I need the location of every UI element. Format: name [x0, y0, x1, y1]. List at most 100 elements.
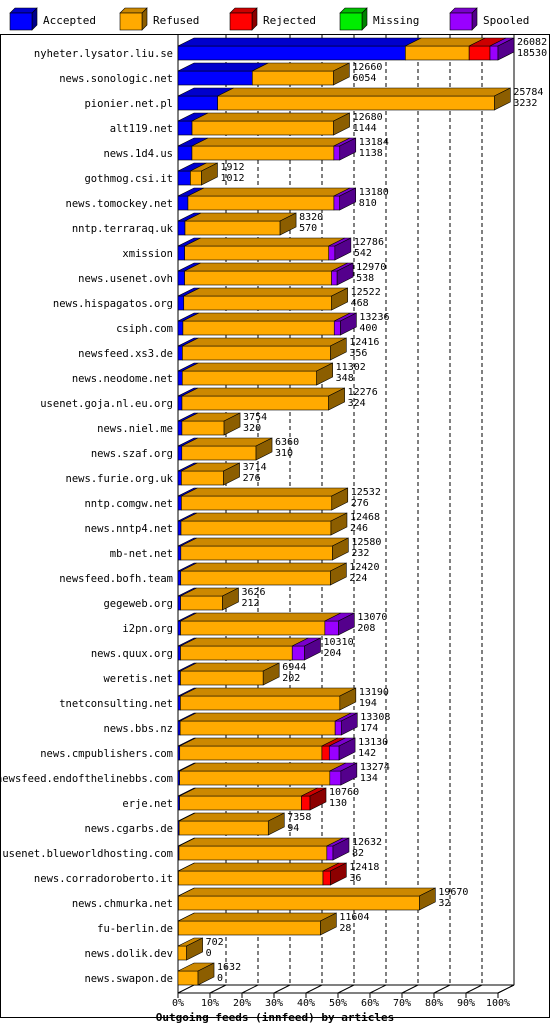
x-tick-label-8: 80%: [425, 998, 443, 1009]
bar-spooled-usenet-blueworldhosting-com: [326, 845, 334, 861]
bar-refused-i2pn-org: [180, 620, 326, 636]
bar-side-refused-news-dolik-dev: [186, 937, 203, 961]
host-label-nyheter-lysator-liu-se: nyheter.lysator.liu.se: [34, 48, 173, 60]
bar-accepted-i2pn-org: [177, 620, 181, 636]
bar-row-fu-berlin-de: [177, 912, 337, 936]
bar-row-usenet-blueworldhosting-com: [177, 837, 350, 861]
bar-row-news-sonologic-net: [177, 62, 350, 86]
bar-side-spooled-news-usenet-ovh: [336, 262, 354, 286]
total-label-xmission: 12786: [354, 237, 384, 248]
bar-refused-news-1d4-us: [191, 145, 335, 161]
bar-side-refused-alt119-net: [333, 112, 350, 136]
legend-label-accepted: Accepted: [43, 14, 96, 27]
bar-row-news-nntp4-net: [177, 512, 348, 536]
bar-row-news-cgarbs-de: [177, 812, 285, 836]
bar-side-refused-news-neodome-net: [316, 362, 333, 386]
bar-spooled-news-1d4-us: [333, 145, 341, 161]
floor-tick-9: [465, 984, 483, 994]
bar-accepted-csiph-com: [177, 320, 184, 336]
bar-top-refused-news-hispagatos-org: [183, 287, 348, 297]
total-label-gothmog-csi-it: 1912: [220, 162, 244, 173]
bar-side-spooled-csiph-com: [340, 312, 357, 336]
bar-top-refused-news-cmpublishers-com: [179, 737, 339, 747]
bar-refused-weretis-net: [180, 670, 264, 686]
floor-tick-6: [369, 984, 387, 994]
shown-label-nntp-comgw-net: 276: [351, 498, 369, 509]
bar-spooled-news-quux-org: [291, 645, 305, 661]
bar-row-news-furie-org-uk: [177, 462, 240, 486]
bar-top-refused-xmission: [184, 237, 345, 247]
total-label-newsfeed-bofh-team: 12420: [349, 562, 379, 573]
bar-refused-news-dolik-dev: [177, 945, 187, 961]
legend-swatch-spooled: [449, 12, 473, 31]
bar-spooled-nyheter-lysator-liu-se: [489, 45, 499, 61]
bar-side-refused-nntp-terraraq-uk: [279, 212, 297, 236]
bar-refused-news-swapon-de: [177, 970, 199, 986]
total-label-alt119-net: 12680: [353, 112, 383, 123]
bar-row-weretis-net: [177, 662, 280, 686]
total-label-newsfeed-endofthelinebbs-com: 13274: [360, 762, 390, 773]
legend-swatch-missing: [339, 12, 363, 31]
bar-spooled-news-tomockey-net: [333, 195, 341, 211]
bar-row-gegeweb-org: [177, 587, 239, 611]
bar-row-news-1d4-us: [177, 137, 357, 161]
total-label-gegeweb-org: 3626: [241, 587, 265, 598]
bar-top-refused-news-quux-org: [180, 637, 309, 647]
floor-tick-3: [273, 984, 291, 994]
shown-label-i2pn-org: 208: [357, 623, 375, 634]
bar-refused-tnetconsulting-net: [180, 695, 341, 711]
bar-accepted-news-neodome-net: [177, 370, 183, 386]
bar-row-news-niel-me: [177, 412, 241, 436]
bar-refused-gegeweb-org: [180, 595, 223, 611]
total-label-i2pn-org: 13070: [357, 612, 387, 623]
shown-label-newsfeed-bofh-team: 224: [349, 573, 367, 584]
x-tick-label-10: 100%: [486, 998, 510, 1009]
legend-label-refused: Refused: [153, 14, 199, 27]
bar-accepted-news-quux-org: [177, 645, 181, 661]
total-label-usenet-blueworldhosting-com: 12632: [352, 837, 382, 848]
legend-swatch-top-refused: [119, 7, 148, 14]
floor-tick-10: [497, 984, 515, 994]
total-label-fu-berlin-de: 11604: [339, 912, 369, 923]
bar-top-refused-alt119-net: [191, 112, 350, 122]
host-label-mb-net-net: mb-net.net: [110, 548, 173, 560]
bar-accepted-gothmog-csi-it: [177, 170, 191, 186]
total-label-mb-net-net: 12580: [351, 537, 381, 548]
legend-label-rejected: Rejected: [263, 14, 316, 27]
legend-swatch-accepted: [9, 12, 33, 31]
bar-refused-news-cmpublishers-com: [179, 745, 323, 761]
bar-side-refused-news-sonologic-net: [333, 62, 350, 86]
host-label-nntp-comgw-net: nntp.comgw.net: [84, 498, 173, 510]
shown-label-usenet-blueworldhosting-com: 82: [352, 848, 364, 859]
x-axis: 0% 10% 20% 30% 40% 50% 60% 70% 80% 90% 100%: [172, 993, 510, 1009]
bar-row-news-swapon-de: [177, 962, 215, 986]
bar-accepted-gegeweb-org: [177, 595, 181, 611]
bar-rejected-news-corradoroberto-it: [322, 870, 331, 886]
shown-label-news-szaf-org: 310: [275, 448, 293, 459]
host-label-xmission: xmission: [122, 248, 173, 260]
bar-accepted-news-nntp4-net: [177, 520, 182, 536]
host-label-csiph-com: csiph.com: [116, 323, 173, 335]
bar-side-refused-usenet-goja-nl-eu-org: [328, 387, 345, 411]
bar-row-nyheter-lysator-liu-se: [177, 37, 515, 61]
bar-accepted-mb-net-net: [177, 545, 182, 561]
total-label-news-hispagatos-org: 12522: [351, 287, 381, 298]
total-label-news-quux-org: 10310: [323, 637, 353, 648]
host-label-news-furie-org-uk: news.furie.org.uk: [66, 473, 174, 485]
bar-refused-news-furie-org-uk: [181, 470, 224, 486]
host-label-news-usenet-ovh: news.usenet.ovh: [78, 273, 173, 285]
total-label-news-sonologic-net: 12660: [352, 62, 382, 73]
bar-row-usenet-goja-nl-eu-org: [177, 387, 345, 411]
bar-spooled-csiph-com: [333, 320, 341, 336]
bar-top-refused-news-chmurka-net: [178, 887, 436, 897]
shown-label-weretis-net: 202: [282, 673, 300, 684]
host-label-news-cmpublishers-com: news.cmpublishers.com: [40, 748, 173, 760]
bar-accepted-news-furie-org-uk: [177, 470, 182, 486]
bar-row-news-neodome-net: [177, 362, 333, 386]
x-tick-label-0: 0%: [172, 998, 184, 1009]
bar-side-spooled-i2pn-org: [338, 612, 355, 636]
bar-row-mb-net-net: [177, 537, 349, 561]
shown-label-news-sonologic-net: 6054: [352, 73, 376, 84]
floor-tick-2: [241, 984, 259, 994]
bar-refused-nntp-terraraq-uk: [184, 220, 281, 236]
